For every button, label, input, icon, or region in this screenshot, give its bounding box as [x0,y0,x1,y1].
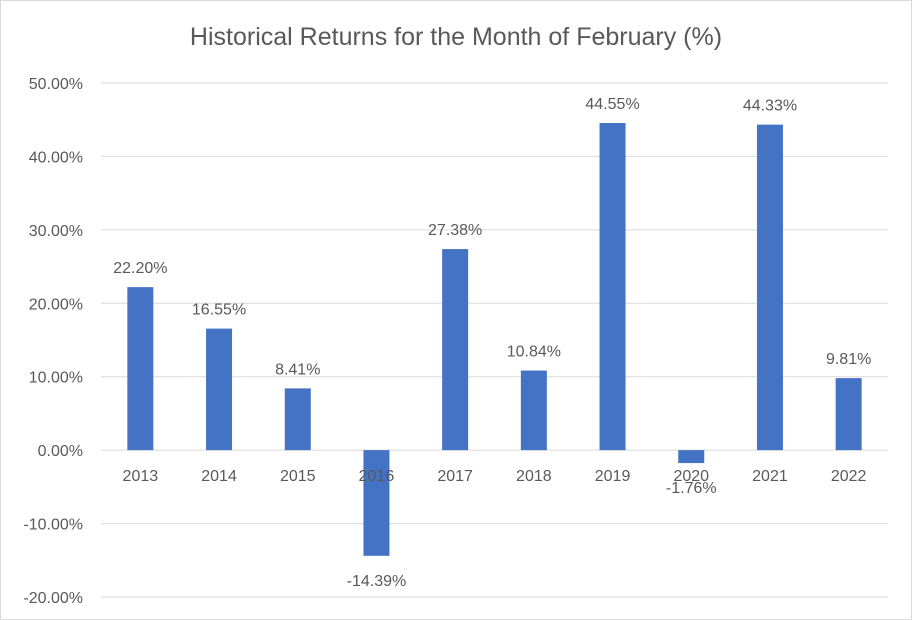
bar [206,328,233,451]
x-tick-label: 2021 [752,468,788,485]
x-tick-label: 2015 [280,468,316,485]
y-tick-label: -10.00% [23,517,83,534]
x-tick-label: 2022 [831,468,867,485]
data-label: -14.39% [347,573,407,590]
bar [678,450,705,464]
data-label: 9.81% [826,351,871,368]
bar [835,378,862,451]
y-tick-label: -20.00% [23,590,83,607]
x-tick-label: 2014 [201,468,237,485]
bar [442,249,469,451]
bar [284,388,311,451]
data-label: 8.41% [275,361,320,378]
bar [520,370,547,451]
y-tick-label: 30.00% [29,223,83,240]
data-label: 22.20% [113,260,167,277]
y-tick-label: 40.00% [29,149,83,166]
data-label: 10.84% [507,344,561,361]
data-label: 44.33% [743,98,797,115]
x-tick-label: 2016 [359,468,395,485]
x-tick-label: 2019 [595,468,631,485]
data-label: 44.55% [585,96,639,113]
x-tick-label: 2020 [673,468,709,485]
bar [599,123,626,451]
bar [756,124,783,451]
y-tick-label: 20.00% [29,296,83,313]
bar [127,287,154,451]
x-tick-label: 2018 [516,468,552,485]
data-label: -1.76% [666,480,717,497]
bar [363,450,390,556]
data-label: 16.55% [192,302,246,319]
data-label: 27.38% [428,222,482,239]
y-tick-label: 10.00% [29,370,83,387]
y-tick-label: 0.00% [38,443,83,460]
x-tick-label: 2017 [437,468,473,485]
y-tick-label: 50.00% [29,76,83,93]
x-tick-label: 2013 [123,468,159,485]
chart-title: Historical Returns for the Month of Febr… [189,23,723,51]
